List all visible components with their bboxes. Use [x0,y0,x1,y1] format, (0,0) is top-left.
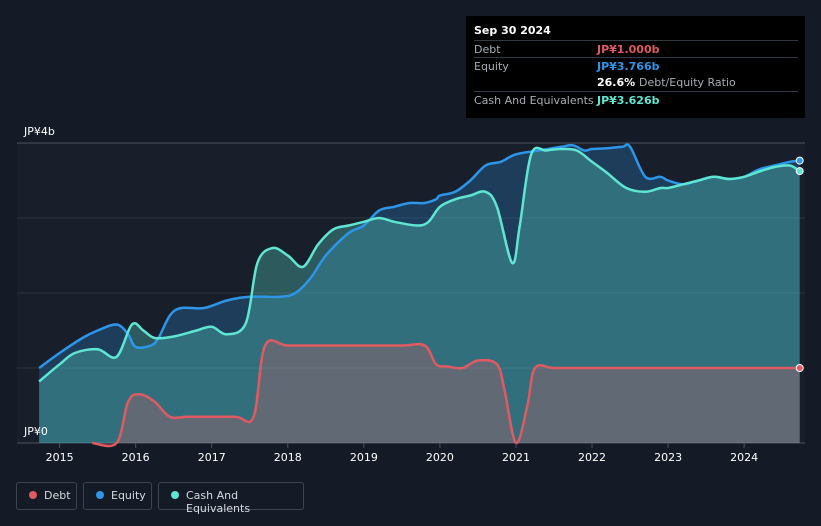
legend-debt[interactable]: Debt [16,482,77,510]
legend-equity[interactable]: Equity [83,482,152,510]
x-tick-label: 2024 [730,451,758,464]
legend-debt-label: Debt [44,489,71,502]
x-tick-label: 2015 [46,451,74,464]
series-lines [38,143,801,448]
cash-dot-icon [171,491,179,499]
y-tick-top: JP¥4b [23,125,55,138]
x-tick-label: 2016 [122,451,150,464]
legend-equity-label: Equity [111,489,146,502]
debt-area [92,340,800,447]
legend-cash-label: Cash And Equivalents [186,489,251,515]
debt-dot-icon [29,491,37,499]
cash-line [38,146,801,383]
tooltip-date: Sep 30 2024 [474,24,551,37]
tooltip-equity-value: JP¥3.766b [597,60,660,73]
x-tick-label: 2017 [198,451,226,464]
tooltip-equity-label: Equity [474,60,509,73]
tooltip-cash-label: Cash And Equivalents [474,94,594,107]
debt-line [92,339,800,448]
x-tick-label: 2020 [426,451,454,464]
equity-dot-icon [96,491,104,499]
tooltip-debt-value: JP¥1.000b [597,43,660,56]
debt-end-marker [795,364,804,372]
equity-line [38,143,800,370]
tooltip-row-debt: Debt JP¥1.000b [474,40,798,58]
x-tick-label: 2021 [502,451,530,464]
tooltip-row-equity: Equity JP¥3.766b [474,57,798,75]
tooltip-ratio-label: Debt/Equity Ratio [639,76,736,89]
cash-end-marker [795,167,804,176]
end-markers [795,156,804,372]
x-tick-label: 2022 [578,451,606,464]
legend-cash[interactable]: Cash And Equivalents [158,482,304,515]
equity-end-marker [795,156,804,165]
x-tick-label: 2019 [350,451,378,464]
tooltip-ratio-value: 26.6% [597,76,636,89]
tooltip-row-cash: Cash And Equivalents JP¥3.626b [474,91,798,109]
tooltip-row-ratio: 26.6% Debt/Equity Ratio [474,74,798,91]
data-tooltip: Sep 30 2024 Debt JP¥1.000b Equity JP¥3.7… [466,16,805,118]
tooltip-cash-value: JP¥3.626b [597,94,660,107]
x-tick-label: 2023 [654,451,682,464]
tooltip-debt-label: Debt [474,43,501,56]
x-tick-label: 2018 [274,451,302,464]
x-axis-ticks: 2015 2016 2017 2018 2019 2020 2021 2022 2023 2024 [46,443,758,464]
y-tick-bottom: JP¥0 [23,425,48,438]
